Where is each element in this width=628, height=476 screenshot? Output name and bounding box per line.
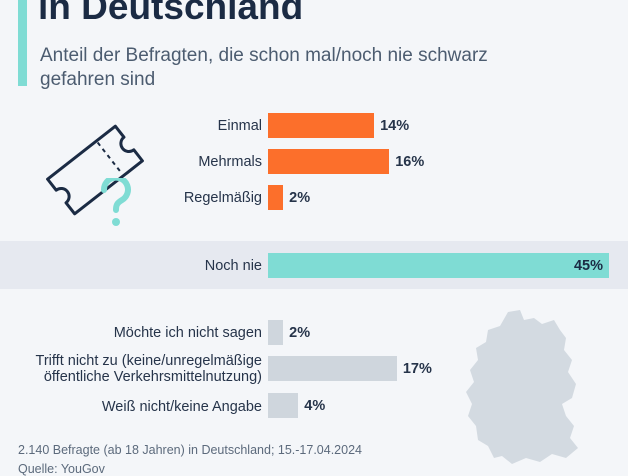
value-regelmaessig: 2% [289,190,311,206]
accent-bar [18,0,27,86]
value-weiss-nicht: 4% [304,398,326,414]
label-trifft-nicht-zu: Trifft nicht zu (keine/unregelmäßige öff… [35,353,262,385]
value-noch-nie: 45% [573,258,603,274]
bar-weiss-nicht [268,393,299,418]
label-noch-nie: Noch nie [204,258,262,274]
bar-trifft-nicht-zu [268,356,397,381]
label-einmal: Einmal [217,118,262,134]
bar-regelmaessig [268,185,284,210]
value-einmal: 14% [380,118,410,134]
label-weiss-nicht: Weiß nicht/keine Angabe [101,399,262,415]
value-moechte-nicht-sagen: 2% [289,325,311,341]
footer-source: Quelle: YouGov [18,462,105,476]
bar-moechte-nicht-sagen [268,320,284,345]
chart-title: in Deutschland [38,0,304,27]
label-mehrmals: Mehrmals [198,154,262,170]
value-trifft-nicht-zu: 17% [402,361,432,377]
bar-einmal [268,113,375,138]
label-moechte-nicht-sagen: Möchte ich nicht sagen [113,325,262,341]
germany-map-icon [466,310,578,464]
bar-mehrmals [268,149,390,174]
ticket-icon [46,124,144,216]
bar-noch-nie [268,253,609,278]
footer-note: 2.140 Befragte (ab 18 Jahren) in Deutsch… [18,443,362,457]
value-mehrmals: 16% [395,154,425,170]
question-mark-icon [100,178,131,226]
chart-subtitle: Anteil der Befragten, die schon mal/noch… [40,45,488,90]
label-regelmaessig: Regelmäßig [183,190,262,206]
